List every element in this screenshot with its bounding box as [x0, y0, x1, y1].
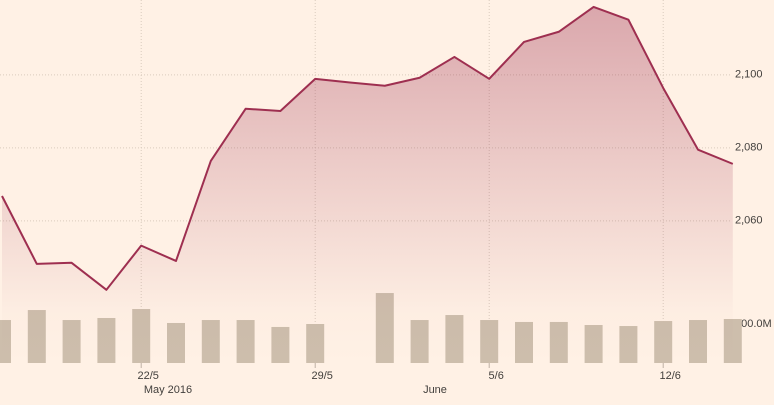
y-tick-label: 2,100 [735, 69, 763, 81]
y-tick-label: 2,060 [735, 215, 763, 227]
x-tick-label: 12/6 [659, 370, 680, 382]
x-tick-label: 5/6 [489, 370, 504, 382]
price-area [2, 6, 733, 364]
y-tick-label: 2,080 [735, 142, 763, 154]
x-group-label: May 2016 [144, 384, 192, 396]
price-line [1, 5, 734, 291]
y2-tick-label: 500.0M [735, 318, 772, 330]
x-group-label: June [423, 384, 447, 396]
x-tick-label: 29/5 [311, 370, 332, 382]
x-tick-label: 22/5 [137, 370, 158, 382]
